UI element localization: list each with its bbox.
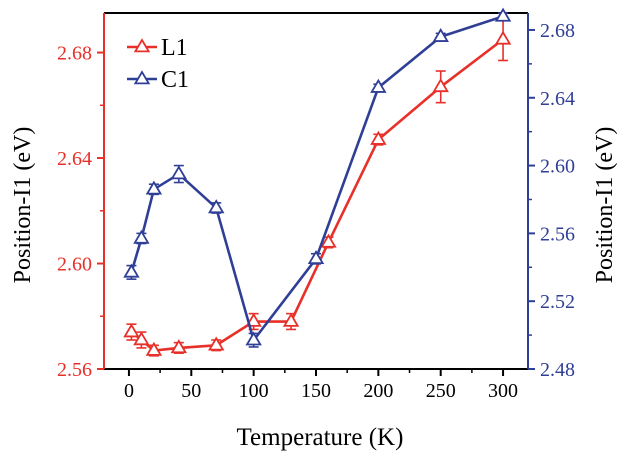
data-point-C1	[145, 180, 163, 195]
data-point-C1	[245, 331, 262, 346]
data-point-L1	[494, 30, 512, 45]
x-tick-label: 0	[124, 380, 134, 402]
legend-marker-L1	[133, 38, 151, 53]
y-right-tick-label: 2.52	[540, 291, 575, 313]
data-point-L1	[320, 233, 337, 248]
data-point-C1	[432, 27, 449, 42]
x-tick-label: 50	[181, 380, 201, 402]
series-C1	[123, 7, 512, 348]
y-left-tick-label: 2.64	[57, 148, 92, 170]
y-right-tick-label: 2.48	[540, 359, 575, 381]
x-tick-label: 250	[426, 380, 456, 402]
data-point-L1	[208, 336, 225, 351]
data-point-L1	[133, 331, 150, 346]
data-point-C1	[494, 7, 512, 22]
data-point-C1	[370, 78, 387, 93]
data-point-C1	[208, 199, 225, 214]
y-right-tick-label: 2.68	[540, 20, 575, 42]
series-L1	[123, 17, 512, 357]
y-right-tick-label: 2.64	[540, 88, 575, 110]
legend-marker-C1	[133, 70, 151, 85]
data-point-L1	[432, 78, 449, 93]
x-tick-label: 300	[488, 380, 518, 402]
x-axis-label: Temperature (K)	[237, 424, 404, 451]
y-left-tick-label: 2.60	[57, 254, 92, 276]
data-point-L1	[370, 130, 387, 145]
x-tick-label: 150	[301, 380, 331, 402]
data-point-L1	[282, 312, 300, 327]
x-tick-label: 100	[239, 380, 269, 402]
series-line-C1	[130, 15, 504, 342]
data-point-C1	[133, 229, 150, 244]
series-layer	[123, 7, 512, 357]
axes-layer: 0 50 100 150 200 250 300 2.56 2.60 2.64 2.68 2.48 2.…	[57, 20, 575, 402]
x-tick-label: 200	[363, 380, 393, 402]
data-point-L1	[145, 341, 163, 356]
y-axis-label-right: Position-I1 (eV)	[592, 127, 618, 284]
y-left-tick-label: 2.56	[57, 359, 92, 381]
y-right-tick-label: 2.60	[540, 156, 575, 178]
data-point-C1	[170, 165, 188, 180]
y-axis-label-left: Position-I1 (eV)	[10, 127, 36, 284]
data-point-L1	[123, 323, 140, 338]
data-point-C1	[123, 263, 140, 278]
legend-label-L1: L1	[161, 35, 188, 61]
y-right-tick-label: 2.56	[540, 223, 575, 245]
plot-frame	[103, 12, 529, 370]
data-point-L1	[245, 312, 262, 327]
data-point-L1	[170, 339, 188, 354]
data-point-C1	[307, 250, 325, 265]
legend-label-C1: C1	[161, 67, 189, 93]
y-left-tick-label: 2.68	[57, 43, 92, 65]
